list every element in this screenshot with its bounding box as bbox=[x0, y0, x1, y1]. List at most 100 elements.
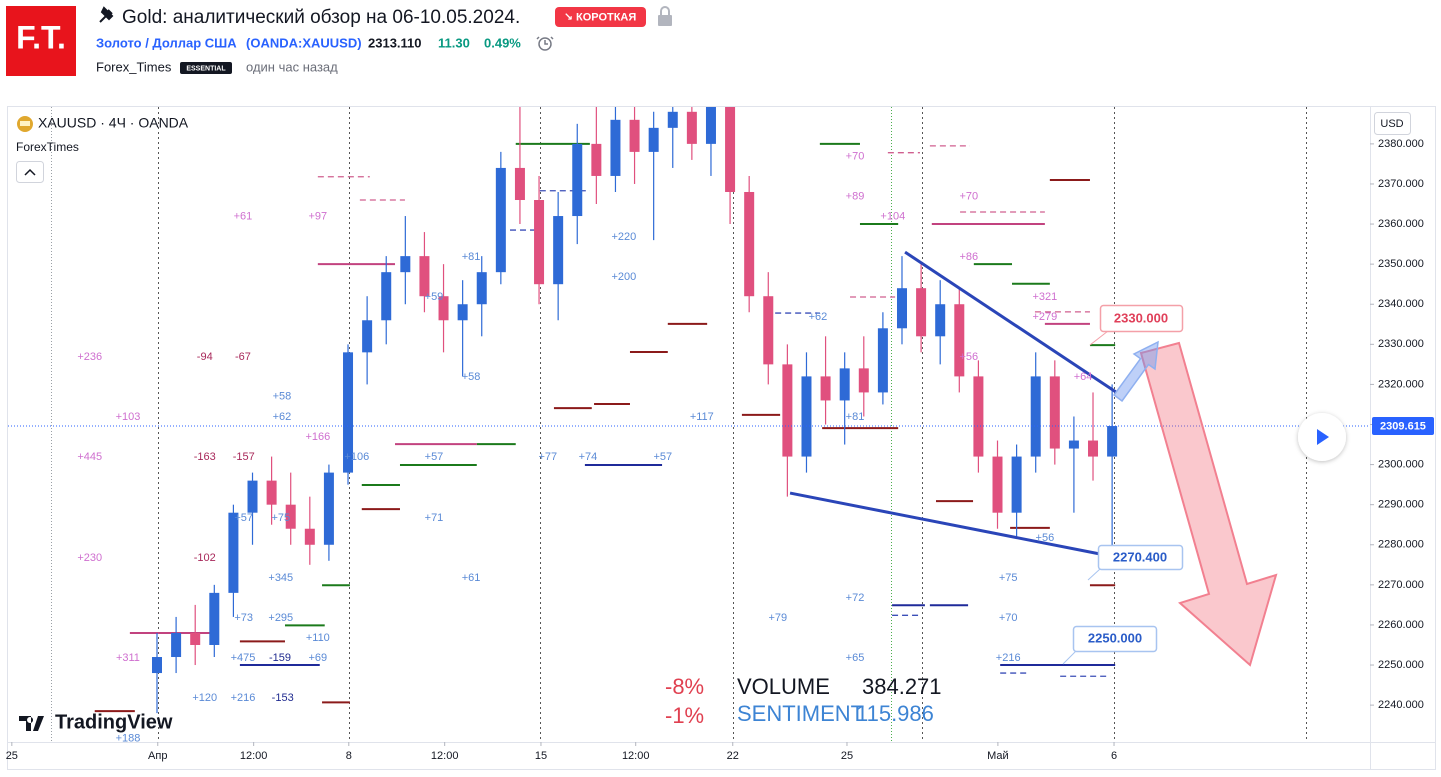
candle-body bbox=[954, 304, 965, 377]
candle-body bbox=[629, 119, 640, 152]
candle-body bbox=[1030, 376, 1041, 457]
y-tick-label: 2370.000 bbox=[1378, 178, 1424, 190]
stat-pct-2: -1% bbox=[665, 703, 704, 728]
level-annotation: +120 bbox=[192, 692, 217, 704]
symbol-code[interactable]: (OANDA:XAUUSD) bbox=[246, 35, 362, 50]
level-annotation: +236 bbox=[77, 351, 102, 363]
alert-icon[interactable] bbox=[536, 36, 554, 51]
level-annotation: +69 bbox=[309, 652, 328, 664]
author-badge-text: ESSENTIAL bbox=[186, 65, 226, 72]
level-annotation: +62 bbox=[809, 311, 828, 323]
candle-body bbox=[763, 296, 774, 365]
currency-button[interactable] bbox=[1374, 112, 1411, 135]
level-annotation: +62 bbox=[273, 411, 292, 423]
y-tick-label: 2330.000 bbox=[1378, 338, 1424, 350]
candle-body bbox=[820, 376, 831, 401]
candle-body bbox=[973, 376, 984, 457]
callout-text: 2270.400 bbox=[1113, 549, 1167, 564]
callout-leader bbox=[1087, 568, 1101, 581]
level-annotation: +216 bbox=[231, 692, 256, 704]
y-tick-label: 2340.000 bbox=[1378, 298, 1424, 310]
callout-box bbox=[1097, 544, 1184, 571]
x-tick-label: 22 bbox=[727, 750, 739, 762]
currency-label[interactable]: USD bbox=[1380, 118, 1403, 130]
candle-body bbox=[209, 592, 220, 645]
chart-frame bbox=[7, 106, 1436, 770]
candle-body bbox=[457, 304, 468, 321]
candle-body bbox=[877, 328, 888, 393]
level-annotation: +58 bbox=[462, 371, 481, 383]
level-annotation: +86 bbox=[960, 251, 979, 263]
candle-body bbox=[725, 107, 736, 192]
level-annotation: +58 bbox=[273, 391, 292, 403]
indicator-name: ForexTimes bbox=[16, 140, 79, 154]
pin-icon bbox=[99, 6, 114, 23]
x-tick-label: Май bbox=[987, 750, 1009, 762]
level-annotation: +166 bbox=[305, 431, 330, 443]
candle-body bbox=[285, 504, 296, 529]
level-annotation: -163 bbox=[194, 451, 216, 463]
short-badge-text: ↘ КОРОТКАЯ bbox=[564, 11, 637, 23]
collapse-icon[interactable] bbox=[24, 168, 36, 176]
symbol-icon-bar bbox=[20, 121, 30, 126]
x-tick-label: 15 bbox=[535, 750, 547, 762]
x-tick-label: 12:00 bbox=[431, 750, 459, 762]
author-name[interactable]: Forex_Times bbox=[96, 59, 172, 74]
candle-body bbox=[381, 272, 392, 321]
x-tick-label: 12:00 bbox=[622, 750, 650, 762]
level-annotation: +117 bbox=[690, 411, 714, 423]
level-annotation: +81 bbox=[846, 411, 865, 423]
collapse-button[interactable] bbox=[16, 161, 44, 183]
callout-leader bbox=[1062, 650, 1077, 665]
candle-body bbox=[572, 143, 583, 217]
level-annotation: +59 bbox=[425, 291, 444, 303]
symbol-change: 11.30 bbox=[438, 35, 470, 50]
level-annotation: +81 bbox=[462, 251, 481, 263]
level-annotation: +73 bbox=[234, 612, 253, 624]
candle-body bbox=[839, 368, 850, 401]
y-tick-label: 2360.000 bbox=[1378, 218, 1424, 230]
logo-box[interactable] bbox=[6, 6, 76, 76]
y-tick-label: 2300.000 bbox=[1378, 458, 1424, 470]
candle-body bbox=[1011, 456, 1022, 513]
y-tick-label: 2280.000 bbox=[1378, 539, 1424, 551]
candle-body bbox=[190, 632, 201, 645]
candle-body bbox=[1068, 440, 1079, 449]
level-annotation: +56 bbox=[1036, 532, 1055, 544]
symbol-change-pct: 0.49% bbox=[484, 35, 521, 50]
candle-body bbox=[916, 288, 927, 337]
brand-name[interactable]: TradingView bbox=[55, 711, 173, 733]
candle-body bbox=[304, 528, 315, 545]
level-annotation: +70 bbox=[960, 191, 979, 203]
candle-body bbox=[686, 111, 697, 144]
symbol-name[interactable]: Золото / Доллар США bbox=[96, 35, 237, 50]
level-annotation: +70 bbox=[999, 612, 1018, 624]
level-annotation: +64 bbox=[1074, 371, 1093, 383]
candle-body bbox=[648, 127, 659, 152]
level-annotation: +345 bbox=[268, 572, 293, 584]
level-annotation: +57 bbox=[653, 451, 672, 463]
candle-body bbox=[476, 272, 487, 305]
level-annotation: +279 bbox=[1032, 311, 1057, 323]
candle-body bbox=[858, 368, 869, 393]
level-annotation: +56 bbox=[960, 351, 979, 363]
level-annotation: +57 bbox=[425, 451, 444, 463]
candle-body bbox=[782, 364, 793, 457]
level-annotation: -67 bbox=[235, 351, 251, 363]
candle-body bbox=[171, 632, 182, 658]
lock-icon bbox=[658, 6, 672, 26]
candle-body bbox=[247, 480, 258, 513]
callout-box bbox=[1072, 625, 1158, 653]
level-annotation: +110 bbox=[306, 632, 330, 644]
down-arrow bbox=[1139, 341, 1278, 667]
trendline bbox=[789, 491, 1111, 558]
play-icon[interactable] bbox=[1317, 429, 1329, 445]
candle-body bbox=[1049, 376, 1060, 449]
y-tick-label: 2250.000 bbox=[1378, 659, 1424, 671]
y-tick-label: 2290.000 bbox=[1378, 499, 1424, 511]
callout-text: 2330.000 bbox=[1114, 310, 1168, 325]
candle-body bbox=[992, 456, 1003, 513]
level-annotation: +72 bbox=[846, 592, 865, 604]
logo-text[interactable]: F.T. bbox=[16, 19, 66, 55]
